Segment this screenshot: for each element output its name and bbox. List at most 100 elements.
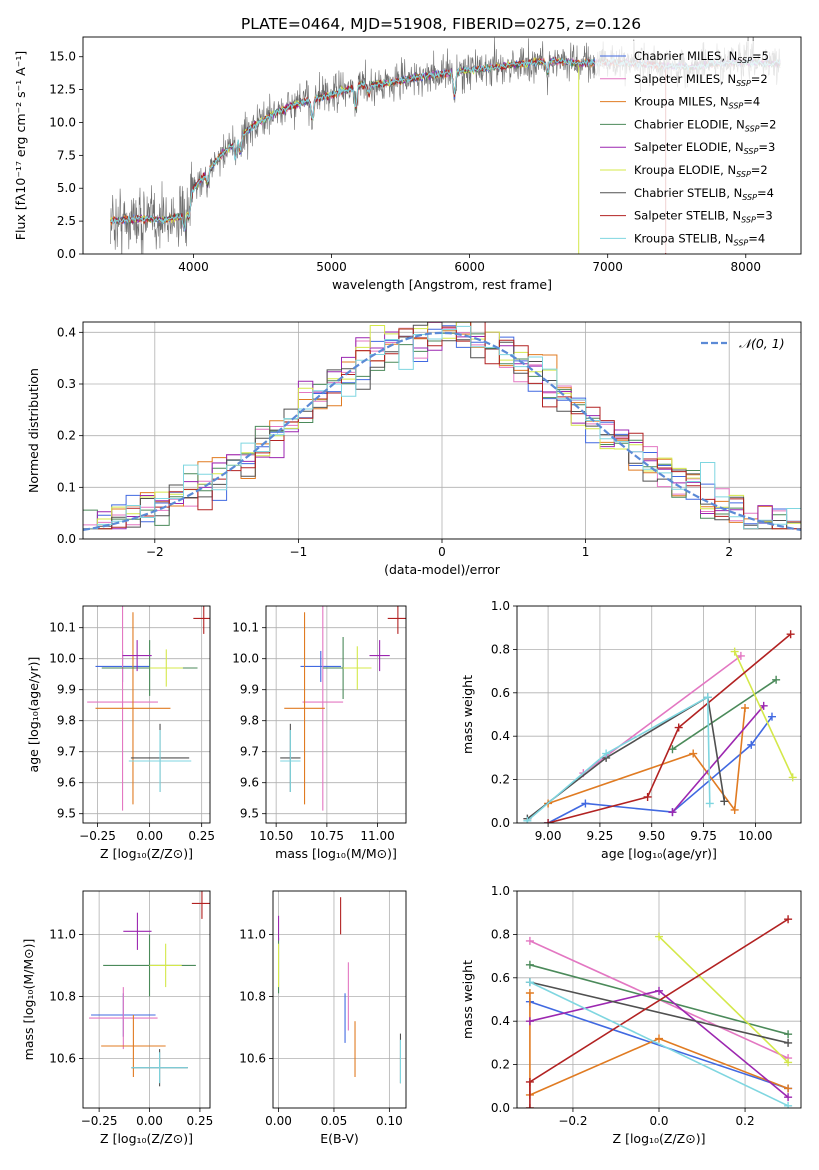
errorbar-salpeter-stelib [193,606,210,634]
series-chabrier-elodie [525,960,793,1039]
y-tick-label: 9.9 [240,683,259,697]
errorbar-kroupa-elodie [149,943,182,988]
y-tick-label: 9.6 [240,776,259,790]
errorbar-salpeter-stelib [387,606,406,634]
errorbar-salpeter-miles [89,987,158,1050]
y-tick-label: 10.8 [49,989,76,1003]
histogram-kroupa-stelib [83,325,801,530]
legend-label-chabrier-miles: Chabrier MILES, NSSP=5 [634,49,769,65]
y-tick-label: 10.8 [239,989,266,1003]
y-axis-label: age [log₁₀(age/yr)] [26,657,41,773]
panel-massweight_vs_Z: −0.2 0.0 0.2 0.0 0.2 0.4 0.6 0.8 1.0 Z [log₁₀(Z/Z… [460,884,802,1146]
y-tick-label: 0.0 [57,247,76,261]
x-tick-label: −0.25 [81,1114,118,1128]
point-marker-salpeter-elodie [784,1093,793,1102]
y-tick-label: 10.0 [49,115,76,129]
errorbar-salpeter-miles [302,606,344,811]
point-marker-salpeter-elodie [759,701,768,710]
panel-age_vs_Z: −0.25 0.00 0.25 9.5 9.6 9.7 9.8 9.9 10.0 10.1 Z [l… [26,605,215,861]
point-marker-salpeter-elodie [668,808,677,817]
point-marker-salpeter-stelib [784,915,793,924]
point-marker-kroupa-stelib [784,1101,793,1108]
errorbar-salpeter-miles [87,606,158,811]
plot-area [517,606,801,823]
x-axis-label: E(B-V) [320,1131,359,1146]
legend-label-salpeter-stelib: Salpeter STELIB, NSSP=3 [634,209,773,225]
point-marker-chabrier-elodie [772,675,781,684]
point-marker-kroupa-miles [689,749,698,758]
point-marker-kroupa-stelib [705,799,714,808]
series-line-kroupa-miles [529,993,789,1097]
y-tick-label: 0.6 [491,686,510,700]
axes-frame [265,605,407,824]
x-tick-label: 9.50 [638,829,665,843]
point-marker-kroupa-stelib [703,693,712,702]
model-line-salpeter-stelib [110,56,667,254]
errorbar-kroupa-stelib [131,1052,188,1084]
point-marker-kroupa-miles [741,703,750,712]
ticks: −0.25 0.00 0.25 10.6 10.8 11.0 [49,927,213,1128]
errorbar-salpeter-stelib [191,891,210,919]
point-marker-kroupa-miles [525,988,534,997]
y-tick-label: 9.8 [240,714,259,728]
y-tick-label: 0.4 [57,325,76,339]
panel-mass_vs_Z: −0.25 0.00 0.25 10.6 10.8 11.0 Z [log₁₀(Z/Z⊙)]… [21,890,213,1146]
x-tick-label: 0.0 [649,1114,668,1128]
x-axis-label: age [log₁₀(age/yr)] [601,846,717,861]
x-tick-label: 7000 [592,260,623,274]
legend-label-chabrier-elodie: Chabrier ELODIE, NSSP=2 [634,117,776,133]
series-line-kroupa-stelib [526,695,711,822]
axes-frame [516,890,802,1109]
point-marker-kroupa-stelib [523,816,532,823]
y-tick-label: 10.0 [232,652,259,666]
series-kroupa-stelib [525,978,793,1108]
y-tick-label: 0.4 [491,729,510,743]
y-tick-label: 15.0 [49,50,76,64]
series-line-kroupa-miles [547,707,746,813]
x-tick-label: 0.25 [188,829,215,843]
y-tick-label: 9.6 [57,776,76,790]
errorbar-kroupa-elodie [343,646,372,690]
ticks: 9.00 9.25 9.50 9.75 10.00 0.0 0.2 0.4 0.6 0.8 1.0 [491,599,773,843]
errorbar-kroupa-miles [101,1015,166,1077]
point-marker-chabrier-stelib [784,1038,793,1047]
point-marker-chabrier-miles [747,740,756,749]
point-marker-salpeter-stelib [643,792,652,801]
y-tick-label: 10.6 [239,1051,266,1065]
plot-area [83,606,210,823]
x-tick-label: 0.10 [376,1114,403,1128]
x-tick-label: 10.00 [738,829,772,843]
series-kroupa-stelib [523,693,714,823]
x-tick-label: 9.75 [690,829,717,843]
spectrum-legend: Chabrier MILES, NSSP=5 Salpeter MILES, NS… [595,41,798,253]
x-tick-label: 8000 [730,260,761,274]
residual-legend: 𝒩(0, 1) [701,336,785,351]
series-salpeter-elodie [525,986,793,1102]
plot-area [83,891,210,1108]
x-axis-label: (data-model)/error [384,562,501,577]
point-marker-salpeter-miles [736,651,745,660]
x-tick-label: −0.2 [558,1114,587,1128]
x-axis-label: Z [log₁₀(Z/Z⊙)] [613,1131,706,1146]
y-tick-label: 0.0 [57,532,76,546]
point-marker-chabrier-miles [767,712,776,721]
y-tick-label: 10.1 [49,621,76,635]
legend-label-salpeter-miles: Salpeter MILES, NSSP=2 [634,72,768,88]
ticks: 4000 5000 6000 7000 8000 0.0 2.5 5.0 7.5 10.0 12.5… [49,50,761,274]
y-axis-label: Flux [fλ10⁻¹⁷ erg cm⁻² s⁻¹ A⁻¹] [13,51,28,240]
x-axis-label: mass [log₁₀(M/M⊙)] [275,846,397,861]
legend-label-salpeter-elodie: Salpeter ELODIE, NSSP=3 [634,140,775,156]
series-line-chabrier-elodie [672,679,777,750]
y-tick-label: 0.8 [491,642,510,656]
y-tick-label: 0.0 [491,1101,510,1115]
ticks: 10.50 10.75 11.00 9.5 9.6 9.7 9.8 9.9 10.0 10.1 [232,621,394,843]
errorbar-salpeter-elodie [123,912,152,950]
x-tick-label: 6000 [454,260,485,274]
x-tick-label: 0 [438,545,446,559]
errorbar-kroupa-miles [284,612,325,805]
y-tick-label: 5.0 [57,181,76,195]
y-tick-label: 0.2 [491,1058,510,1072]
x-tick-label: 9.25 [587,829,614,843]
point-marker-chabrier-stelib [720,797,729,806]
x-tick-label: 0.00 [136,1114,163,1128]
